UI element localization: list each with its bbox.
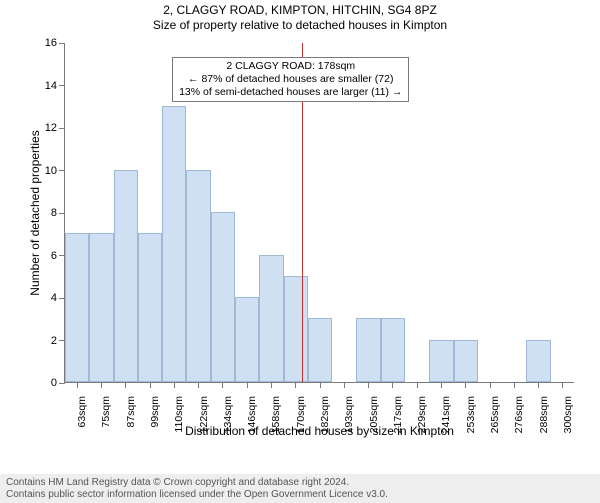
y-tick-label: 10 [45,165,57,177]
x-tick-label: 276sqm [513,396,525,433]
y-tick-label: 14 [45,80,57,92]
histogram-bar [259,255,283,383]
x-tick-label: 110sqm [173,396,185,433]
y-tick-label: 2 [51,335,57,347]
y-tick-label: 16 [45,37,57,49]
y-tick-label: 8 [51,207,57,219]
annotation-line: ← 87% of detached houses are smaller (72… [179,73,402,86]
x-tick-label: 205sqm [368,396,380,433]
x-tick [101,382,102,388]
page-subtitle: Size of property relative to detached ho… [0,18,600,32]
x-tick [222,382,223,388]
y-tick [59,85,65,86]
x-tick [295,382,296,388]
x-tick-label: 241sqm [440,396,452,433]
x-tick [150,382,151,388]
histogram-bar [114,170,138,383]
histogram-bar [429,340,453,383]
histogram-bar [356,318,380,382]
y-tick-label: 6 [51,250,57,262]
x-tick [77,382,78,388]
page-title: 2, CLAGGY ROAD, KIMPTON, HITCHIN, SG4 8P… [0,3,600,17]
x-tick-label: 158sqm [270,396,282,433]
annotation-box: 2 CLAGGY ROAD: 178sqm← 87% of detached h… [172,57,409,102]
x-tick [344,382,345,388]
histogram-bar [211,212,235,382]
x-tick-label: 300sqm [562,396,574,433]
histogram-bar [381,318,405,382]
x-tick-label: 288sqm [538,396,550,433]
footer-attribution: Contains HM Land Registry data © Crown c… [0,474,600,503]
histogram-bar [454,340,478,383]
x-tick [538,382,539,388]
y-tick-label: 0 [51,377,57,389]
histogram-bar [308,318,332,382]
x-tick-label: 134sqm [222,396,234,433]
x-tick [562,382,563,388]
histogram-bar [526,340,550,383]
x-tick [441,382,442,388]
histogram-chart: Number of detached properties Distributi… [42,43,590,443]
x-tick [174,382,175,388]
x-tick [392,382,393,388]
x-tick-label: 217sqm [392,396,404,433]
x-tick [198,382,199,388]
y-tick [59,170,65,171]
x-tick [247,382,248,388]
x-tick-label: 63sqm [76,396,88,428]
x-tick [465,382,466,388]
x-tick-label: 193sqm [343,396,355,433]
y-axis-label: Number of detached properties [28,130,42,295]
y-tick [59,128,65,129]
x-tick-label: 253sqm [465,396,477,433]
x-tick-label: 170sqm [295,396,307,433]
histogram-bar [65,233,89,382]
x-tick [320,382,321,388]
histogram-bar [162,106,186,382]
x-tick-label: 182sqm [319,396,331,433]
x-tick-label: 229sqm [416,396,428,433]
annotation-line: 13% of semi-detached houses are larger (… [179,86,402,99]
histogram-bar [138,233,162,382]
histogram-bar [89,233,113,382]
y-tick [59,213,65,214]
x-tick-label: 265sqm [489,396,501,433]
histogram-bar [284,276,308,382]
x-tick-label: 99sqm [149,396,161,428]
x-tick-label: 146sqm [246,396,258,433]
y-tick-label: 4 [51,292,57,304]
x-tick [514,382,515,388]
x-tick [125,382,126,388]
x-tick-label: 87sqm [125,396,137,428]
y-tick [59,43,65,44]
annotation-line: 2 CLAGGY ROAD: 178sqm [179,60,402,73]
x-tick [490,382,491,388]
histogram-bar [235,297,259,382]
histogram-bar [186,170,210,383]
y-tick-label: 12 [45,122,57,134]
x-tick [271,382,272,388]
footer-line-1: Contains HM Land Registry data © Crown c… [6,477,594,489]
x-tick-label: 122sqm [198,396,210,433]
footer-line-2: Contains public sector information licen… [6,489,594,501]
x-tick [417,382,418,388]
x-tick [368,382,369,388]
x-tick-label: 75sqm [100,396,112,428]
plot-area: Number of detached properties Distributi… [64,43,574,383]
y-tick [59,383,65,384]
